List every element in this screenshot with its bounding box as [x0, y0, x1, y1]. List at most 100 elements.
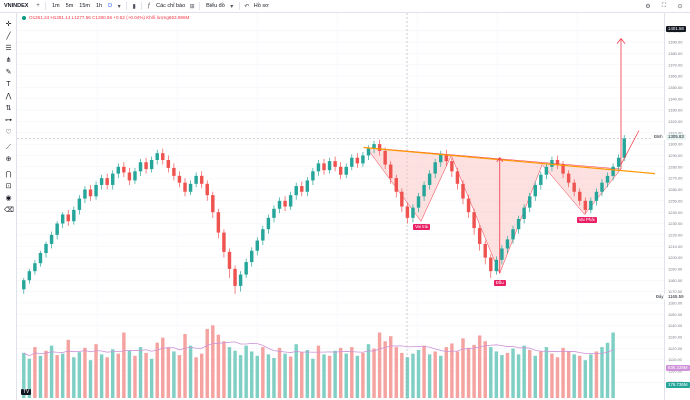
compare-add-button[interactable]: +	[36, 3, 40, 9]
candle-body	[416, 196, 421, 208]
volume-bar	[539, 351, 543, 398]
delete-icon[interactable]: ⌫	[4, 207, 14, 214]
price-tick-label: 1210.00	[668, 244, 683, 249]
crosshair-icon[interactable]: ✛	[5, 21, 12, 28]
candle-body	[394, 178, 398, 192]
volume-bar	[477, 335, 482, 398]
volume-bar	[288, 356, 293, 398]
price-tick-label: 1270.00	[668, 176, 683, 181]
text-icon[interactable]: T	[6, 81, 11, 88]
ruler-icon[interactable]: ⟋	[6, 144, 11, 151]
hide-drawings-icon[interactable]: ◉	[5, 195, 12, 202]
templates-icon[interactable]: ⊞	[189, 3, 195, 10]
horizontal-line-icon[interactable]: ☰	[5, 45, 12, 52]
candle-body	[350, 157, 354, 167]
timeframe-d[interactable]: D	[108, 3, 113, 9]
magnet-icon[interactable]: ⋂	[5, 171, 12, 178]
candle-type-icon[interactable]: ▮	[132, 3, 136, 10]
candle-body	[539, 174, 543, 185]
candle-body	[199, 175, 204, 184]
candle-body	[261, 229, 265, 241]
indicators-button[interactable]: Các chỉ báo	[156, 3, 186, 9]
lock-drawings-icon[interactable]: ⊡	[5, 183, 12, 190]
zoom-icon[interactable]: ⊕	[5, 156, 12, 163]
candle-body	[338, 166, 343, 175]
volume-bar	[450, 343, 454, 398]
candle-body	[578, 191, 582, 201]
camera-icon[interactable]: ⊙	[677, 3, 683, 10]
ohlc-values: O1251.24 H1281.14 L1277.56 C1280.56 +0.5…	[29, 15, 190, 20]
right-shoulder-label: Vai Phải	[576, 217, 597, 224]
favorite-icon[interactable]: ♡	[5, 129, 12, 136]
price-axis[interactable]: 1400.001390.001380.001370.001360.001350.…	[664, 13, 690, 400]
candle-body	[188, 183, 193, 192]
price-tick-label: 1240.00	[668, 210, 683, 215]
volume-bar	[305, 350, 310, 398]
volume-bar	[600, 347, 604, 398]
candle-body	[527, 196, 532, 208]
volume-bar	[105, 357, 109, 398]
candle-body	[405, 206, 410, 218]
volume-bar	[144, 352, 148, 398]
timeframe-1h[interactable]: 1h	[95, 3, 103, 9]
candle-body	[305, 180, 310, 192]
fullscreen-icon[interactable]: ⛶	[661, 2, 667, 9]
candle-body	[244, 262, 248, 275]
volume-bar	[444, 347, 449, 398]
volume-bar	[172, 351, 176, 398]
volume-bar	[566, 351, 571, 398]
prediction-icon[interactable]: ⇅	[5, 105, 12, 112]
head-shoulders-pattern	[365, 147, 622, 275]
layout-button[interactable]: Hồ sơ	[253, 3, 269, 9]
volume-bar	[27, 358, 32, 398]
candle-body	[583, 200, 588, 210]
timeframe-5m[interactable]: 5m	[65, 3, 74, 9]
volume-bar	[222, 341, 226, 398]
price-tick-label: 1330.00	[668, 108, 683, 113]
undo-icon[interactable]: ↶	[244, 3, 250, 10]
timeframe-1m[interactable]: 1m	[52, 3, 60, 9]
volume-bar	[166, 347, 171, 398]
price-chart[interactable]	[17, 13, 664, 400]
price-tick-label: 1150.00	[668, 312, 683, 317]
pitchfork-icon[interactable]: ⋔	[5, 57, 12, 64]
timeframe-15m[interactable]: 15m	[79, 3, 90, 9]
candle-body	[111, 173, 115, 185]
trendline-icon[interactable]: ╱	[6, 33, 11, 40]
volume-bar	[605, 342, 610, 398]
price-tick-label: 1180.00	[668, 278, 683, 283]
chart-type-button[interactable]: Biểu đồ	[206, 3, 225, 9]
volume-bar	[344, 353, 348, 398]
volume-bar	[500, 355, 504, 398]
candle-body	[522, 207, 526, 219]
volume-bar	[188, 345, 193, 398]
volume-bar	[333, 350, 337, 398]
candle-body	[327, 161, 332, 171]
volume-bar	[88, 360, 93, 398]
market-status-icon	[22, 15, 26, 20]
candle-body	[533, 184, 537, 197]
volume-ma-tag: 836.228M	[666, 365, 690, 371]
shapes-icon[interactable]: ⊶	[5, 117, 12, 124]
volume-bar	[427, 354, 432, 398]
timeframe-dropdown-icon[interactable]: ▾	[117, 3, 121, 10]
volume-bar	[227, 347, 232, 398]
candle-body	[355, 157, 360, 164]
candle-body	[255, 240, 260, 251]
pattern-icon[interactable]: ⋀	[5, 93, 12, 100]
settings-icon[interactable]: ⚙	[645, 3, 651, 10]
symbol-search-button[interactable]: VNINDEX	[4, 3, 29, 9]
candle-body	[266, 217, 271, 230]
candle-body	[277, 200, 282, 209]
volume-bar	[466, 347, 471, 398]
candle-body	[511, 229, 515, 240]
candle-body	[149, 159, 154, 170]
brush-icon[interactable]: ✎	[5, 69, 12, 76]
arrow-head	[496, 157, 504, 162]
chart-type-dropdown-icon[interactable]: ▾	[230, 3, 234, 10]
volume-bar	[366, 344, 371, 398]
volume-ma-line	[23, 341, 614, 357]
volume-bar	[60, 353, 65, 398]
price-tick-label: 1370.00	[668, 62, 683, 67]
toolbar-divider	[199, 2, 201, 10]
